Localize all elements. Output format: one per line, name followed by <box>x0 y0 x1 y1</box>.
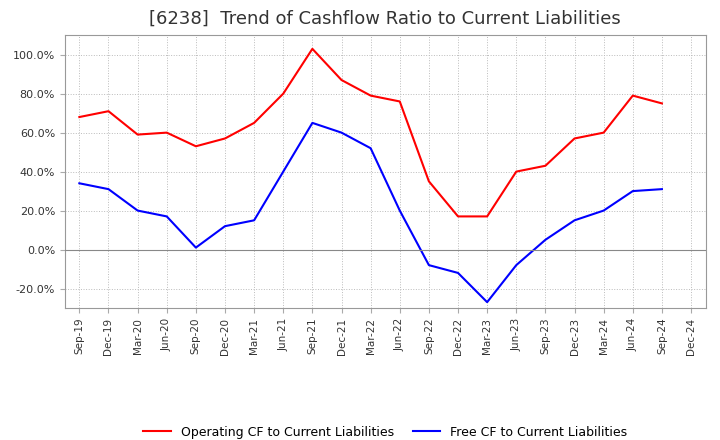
Free CF to Current Liabilities <box>483 300 492 305</box>
Operating CF to Current Liabilities <box>599 130 608 135</box>
Operating CF to Current Liabilities <box>366 93 375 98</box>
Free CF to Current Liabilities <box>599 208 608 213</box>
Free CF to Current Liabilities <box>104 187 113 192</box>
Line: Free CF to Current Liabilities: Free CF to Current Liabilities <box>79 123 662 302</box>
Operating CF to Current Liabilities <box>483 214 492 219</box>
Operating CF to Current Liabilities <box>512 169 521 174</box>
Legend: Operating CF to Current Liabilities, Free CF to Current Liabilities: Operating CF to Current Liabilities, Fre… <box>138 421 632 440</box>
Operating CF to Current Liabilities <box>308 46 317 51</box>
Free CF to Current Liabilities <box>337 130 346 135</box>
Free CF to Current Liabilities <box>425 263 433 268</box>
Operating CF to Current Liabilities <box>279 91 287 96</box>
Operating CF to Current Liabilities <box>657 101 666 106</box>
Free CF to Current Liabilities <box>192 245 200 250</box>
Operating CF to Current Liabilities <box>250 120 258 125</box>
Free CF to Current Liabilities <box>570 218 579 223</box>
Free CF to Current Liabilities <box>250 218 258 223</box>
Title: [6238]  Trend of Cashflow Ratio to Current Liabilities: [6238] Trend of Cashflow Ratio to Curren… <box>149 10 621 28</box>
Free CF to Current Liabilities <box>629 188 637 194</box>
Free CF to Current Liabilities <box>454 270 462 275</box>
Free CF to Current Liabilities <box>133 208 142 213</box>
Line: Operating CF to Current Liabilities: Operating CF to Current Liabilities <box>79 49 662 216</box>
Operating CF to Current Liabilities <box>133 132 142 137</box>
Operating CF to Current Liabilities <box>541 163 550 169</box>
Operating CF to Current Liabilities <box>629 93 637 98</box>
Operating CF to Current Liabilities <box>337 77 346 83</box>
Operating CF to Current Liabilities <box>104 109 113 114</box>
Operating CF to Current Liabilities <box>454 214 462 219</box>
Operating CF to Current Liabilities <box>425 179 433 184</box>
Free CF to Current Liabilities <box>541 237 550 242</box>
Free CF to Current Liabilities <box>366 146 375 151</box>
Free CF to Current Liabilities <box>220 224 229 229</box>
Free CF to Current Liabilities <box>395 208 404 213</box>
Free CF to Current Liabilities <box>279 169 287 174</box>
Operating CF to Current Liabilities <box>192 143 200 149</box>
Operating CF to Current Liabilities <box>163 130 171 135</box>
Free CF to Current Liabilities <box>512 263 521 268</box>
Free CF to Current Liabilities <box>308 120 317 125</box>
Operating CF to Current Liabilities <box>220 136 229 141</box>
Operating CF to Current Liabilities <box>395 99 404 104</box>
Free CF to Current Liabilities <box>75 181 84 186</box>
Free CF to Current Liabilities <box>163 214 171 219</box>
Operating CF to Current Liabilities <box>75 114 84 120</box>
Operating CF to Current Liabilities <box>570 136 579 141</box>
Free CF to Current Liabilities <box>657 187 666 192</box>
